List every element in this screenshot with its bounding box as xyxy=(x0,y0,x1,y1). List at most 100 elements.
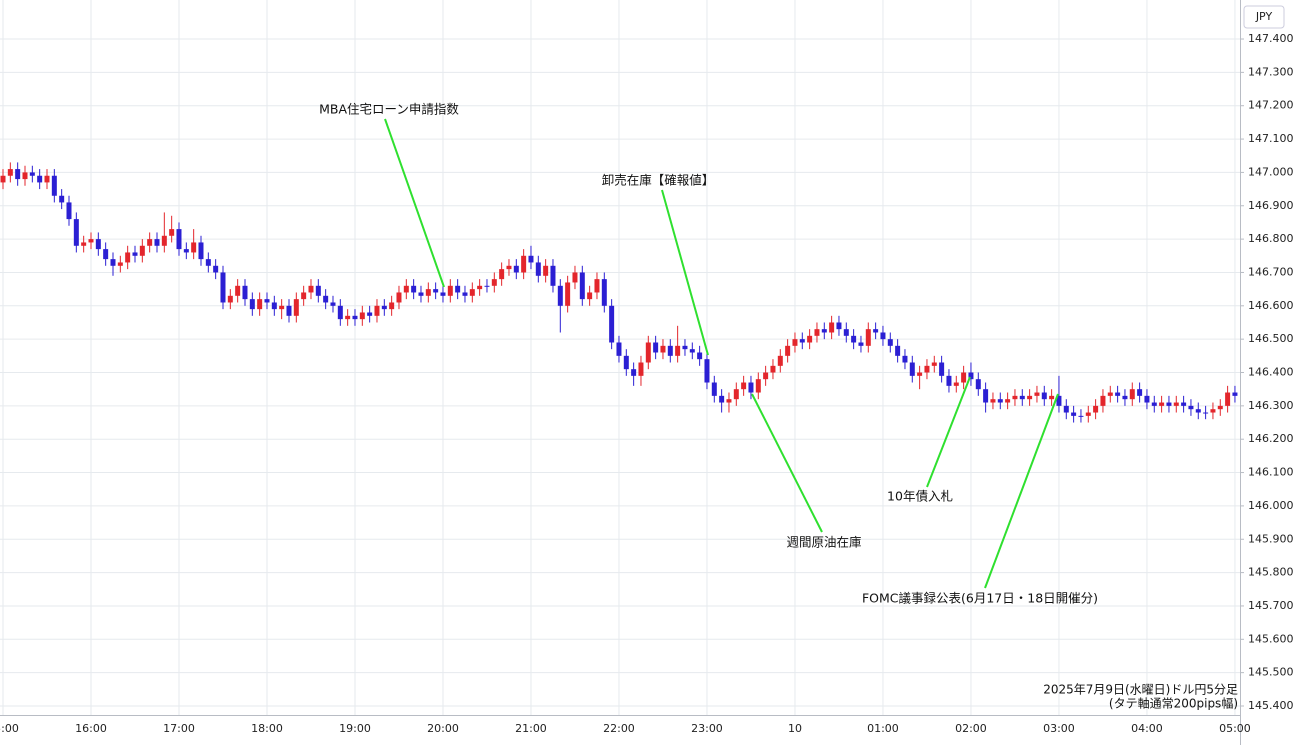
candle-body xyxy=(902,355,908,363)
y-tick-label: 146.800 xyxy=(1248,232,1294,245)
candle-body xyxy=(843,329,849,336)
candle-body xyxy=(506,265,512,270)
candle-body xyxy=(1027,395,1033,400)
y-tick-label: 146.100 xyxy=(1248,466,1294,479)
candle-body xyxy=(660,345,666,353)
candle-body xyxy=(227,295,233,303)
candle-body xyxy=(638,362,644,376)
candle-body xyxy=(924,365,930,373)
candle-body xyxy=(1225,392,1231,406)
candle-body xyxy=(279,305,285,310)
y-tick-label: 146.900 xyxy=(1248,199,1294,212)
candle-body xyxy=(1181,402,1187,406)
candle-body xyxy=(389,302,395,310)
candle-body xyxy=(191,242,197,253)
candle-body xyxy=(0,175,6,183)
candle-body xyxy=(623,355,629,370)
candle-body xyxy=(1232,392,1238,396)
candle-body xyxy=(81,242,87,246)
candle-body xyxy=(147,239,153,246)
candle-body xyxy=(403,285,409,293)
candle-body xyxy=(675,345,681,356)
candle-body xyxy=(1093,405,1099,413)
candle-body xyxy=(777,355,783,366)
candle-body xyxy=(1049,395,1055,400)
candle-body xyxy=(587,292,593,300)
y-tick-label: 147.200 xyxy=(1248,99,1294,112)
candle-body xyxy=(667,345,673,356)
candle-body xyxy=(939,362,945,376)
candle-body xyxy=(968,372,974,380)
candle-body xyxy=(931,362,937,366)
axis-label: JPY xyxy=(1255,10,1273,23)
candle-body xyxy=(337,305,343,320)
candle-body xyxy=(286,305,292,316)
candle-body xyxy=(565,282,571,306)
candle-body xyxy=(411,285,417,293)
candle-body xyxy=(271,302,277,310)
candle-body xyxy=(367,312,373,316)
candle-body xyxy=(1071,412,1077,416)
candle-body xyxy=(763,372,769,380)
candle-body xyxy=(469,289,475,296)
candle-body xyxy=(29,172,35,176)
candle-body xyxy=(213,265,219,273)
annotation-line xyxy=(926,376,971,488)
candle-body xyxy=(95,239,101,250)
annotation: MBA住宅ローン申請指数 xyxy=(319,102,459,117)
candle-body xyxy=(579,272,585,300)
candle-body xyxy=(770,365,776,373)
candle-body xyxy=(873,329,879,333)
candle-body xyxy=(154,239,160,246)
candle-body xyxy=(616,342,622,356)
candle-body xyxy=(792,339,798,346)
candle-body xyxy=(352,315,358,320)
candle-body xyxy=(374,305,380,316)
candle-body xyxy=(909,362,915,376)
annotation-line xyxy=(984,393,1059,589)
candle-body xyxy=(37,175,43,183)
candle-body xyxy=(1041,392,1047,400)
candle-body xyxy=(242,285,248,300)
x-tick-label: 20:00 xyxy=(427,722,459,735)
candle-body xyxy=(1166,402,1172,406)
candle-body xyxy=(176,229,182,250)
candle-body xyxy=(961,372,967,383)
candle-body xyxy=(381,305,387,310)
x-tick-label: 16:00 xyxy=(75,722,107,735)
y-tick-label: 146.200 xyxy=(1248,432,1294,445)
candle-body xyxy=(462,292,468,296)
candle-body xyxy=(1210,409,1216,413)
y-tick-label: 146.000 xyxy=(1248,499,1294,512)
candle-body xyxy=(169,229,175,236)
candle-body xyxy=(748,382,754,393)
candle-body xyxy=(499,269,505,280)
candle-body xyxy=(7,169,13,176)
candle-body xyxy=(829,322,835,333)
y-tick-label: 145.600 xyxy=(1248,632,1294,645)
candle-body xyxy=(799,339,805,343)
y-tick-label: 147.300 xyxy=(1248,65,1294,78)
candle-body xyxy=(609,305,615,343)
candle-body xyxy=(741,382,747,390)
y-tick-label: 146.700 xyxy=(1248,265,1294,278)
annotation: 週間原油在庫 xyxy=(786,535,861,550)
candle-body xyxy=(785,345,791,356)
candle-body xyxy=(220,272,226,303)
candle-body xyxy=(235,285,241,296)
candle-body xyxy=(953,382,959,386)
candle-body xyxy=(895,345,901,356)
x-tick-label: 10 xyxy=(788,722,802,735)
candle-body xyxy=(1078,415,1084,417)
candle-body xyxy=(396,292,402,303)
candle-body xyxy=(132,252,138,256)
y-tick-label: 146.500 xyxy=(1248,332,1294,345)
x-tick-label: 23:00 xyxy=(691,722,723,735)
candle-body xyxy=(1005,399,1011,403)
candle-body xyxy=(821,329,827,333)
candle-body xyxy=(249,299,255,310)
candle-body xyxy=(1203,412,1209,414)
candle-body xyxy=(139,245,145,256)
y-tick-label: 146.300 xyxy=(1248,399,1294,412)
